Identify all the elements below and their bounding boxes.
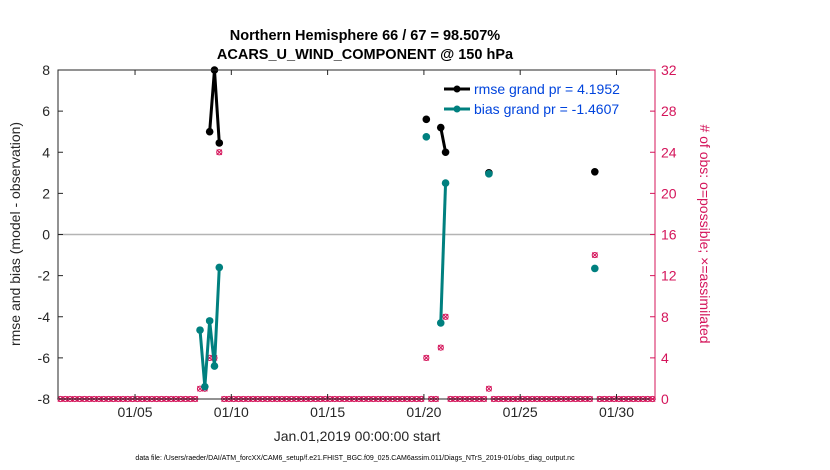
x-tick-label: 01/15 (310, 404, 345, 420)
rmse-point (436, 123, 445, 132)
obs-possible-marker (485, 385, 492, 392)
bias-point (485, 170, 493, 178)
x-axis-label: Jan.01,2019 00:00:00 start (274, 428, 441, 444)
y-tick-label: 0 (42, 227, 50, 243)
bias-point (215, 263, 224, 272)
legend: rmse grand pr = 4.1952 bias grand pr = -… (444, 81, 620, 117)
obs-assimilated-marker (485, 385, 492, 392)
y2-tick-label: 20 (661, 185, 677, 201)
x-tick-label: 01/25 (503, 404, 538, 420)
obs-assimilated-marker (437, 344, 444, 351)
bias-point (436, 319, 445, 327)
bias-point (441, 179, 450, 187)
legend-rmse-label: rmse grand pr = 4.1952 (474, 81, 620, 97)
y-tick-label: 2 (42, 185, 50, 201)
rmse-line (439, 127, 448, 153)
bias-point (422, 133, 431, 141)
rmse-point (422, 115, 431, 124)
legend-rmse-marker (453, 85, 461, 93)
obs-assimilated-marker (591, 252, 598, 259)
bias-line (439, 183, 448, 323)
chart-subtitle: ACARS_U_WIND_COMPONENT @ 150 hPa (217, 47, 514, 63)
legend-bias-label: bias grand pr = -1.4607 (474, 101, 619, 117)
rmse-point (591, 167, 599, 176)
obs-possible-marker (591, 251, 598, 259)
x-tick-label: 01/30 (599, 404, 634, 420)
bias-point (196, 326, 204, 334)
rmse-point (215, 139, 224, 147)
bias-point (210, 362, 219, 370)
obs-assimilated-marker (423, 354, 430, 361)
y2-tick-label: 8 (661, 309, 669, 325)
bias-point (205, 317, 214, 325)
legend-bias-marker (453, 105, 461, 113)
y2-tick-label: 32 (661, 62, 677, 78)
y-tick-label: -6 (38, 350, 51, 366)
y2-axis-label: # of obs: o=possible; ×=assimilated (697, 124, 713, 343)
obs-possible-marker (442, 313, 449, 320)
bias-point (201, 382, 209, 391)
x-tick-label: 01/20 (406, 404, 441, 420)
obs-possible-marker (423, 354, 430, 361)
y2-tick-label: 4 (661, 350, 669, 366)
obs-possible-marker (216, 149, 223, 156)
y-tick-label: -8 (38, 391, 51, 407)
x-tick-label: 01/05 (118, 404, 153, 420)
y2-tick-label: 16 (661, 227, 677, 243)
y-tick-label: 4 (42, 144, 50, 160)
bias-point (591, 264, 599, 273)
obs-possible-marker (437, 344, 444, 351)
x-tick-label: 01/10 (214, 404, 249, 420)
y-tick-label: 8 (42, 62, 50, 78)
y2-tick-label: 12 (661, 268, 677, 284)
y-tick-label: -2 (38, 268, 51, 284)
chart-title: Northern Hemisphere 66 / 67 = 98.507% (230, 28, 501, 44)
y-tick-label: 6 (42, 103, 50, 119)
data-file-footnote: data file: /Users/raeder/DAI/ATM_forcXX/… (135, 455, 575, 462)
y2-tick-label: 24 (661, 144, 677, 160)
y-axis-label: rmse and bias (model - observation) (7, 122, 23, 346)
rmse-point (205, 127, 214, 136)
rmse-point (441, 148, 450, 157)
y2-tick-label: 28 (661, 103, 677, 119)
y-tick-label: -4 (38, 309, 51, 325)
obs-assimilated-marker (442, 313, 449, 320)
obs-assimilated-marker (216, 149, 223, 156)
y2-tick-label: 0 (661, 391, 669, 407)
